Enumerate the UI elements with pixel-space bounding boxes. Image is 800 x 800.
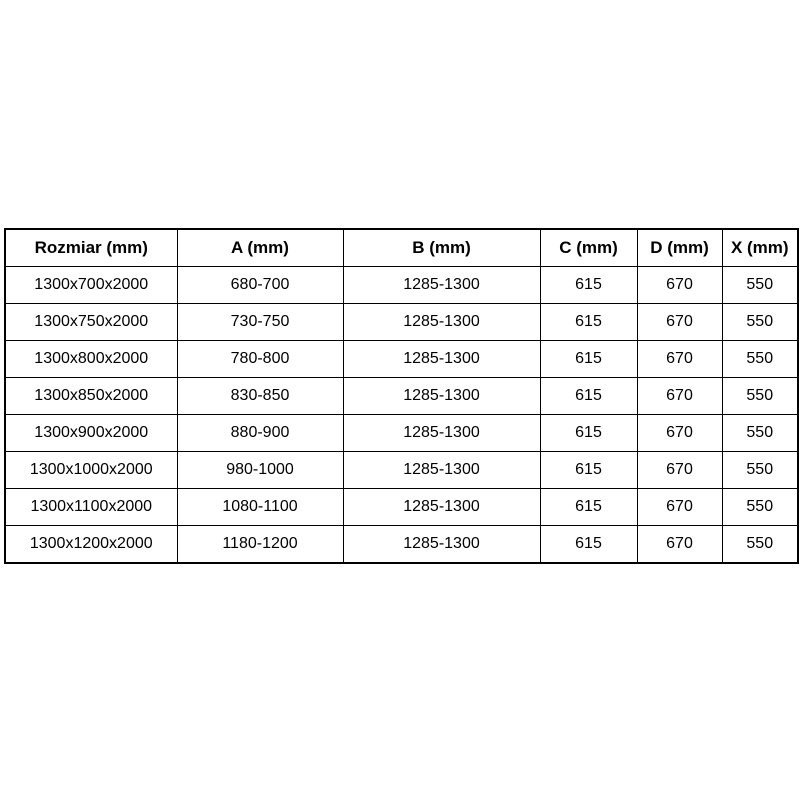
- table-cell: 1285-1300: [342, 340, 541, 378]
- table-cell: 780-800: [176, 340, 344, 378]
- table-row: 1300x700x2000 680-700 1285-1300 615 670 550: [4, 266, 799, 304]
- table-cell: 1300x750x2000: [4, 303, 178, 341]
- table-cell: 615: [539, 488, 638, 526]
- column-header: B (mm): [342, 228, 541, 267]
- table-cell: 615: [539, 266, 638, 304]
- table-cell: 670: [636, 303, 723, 341]
- table-cell: 670: [636, 414, 723, 452]
- table-cell: 1300x700x2000: [4, 266, 178, 304]
- table-row: 1300x900x2000 880-900 1285-1300 615 670 550: [4, 414, 799, 452]
- size-spec-table: Rozmiar (mm) A (mm) B (mm) C (mm) D (mm) X (m…: [4, 228, 799, 564]
- table-cell: 1300x800x2000: [4, 340, 178, 378]
- table-cell: 670: [636, 451, 723, 489]
- table-row: 1300x1100x2000 1080-1100 1285-1300 615 670 55…: [4, 488, 799, 526]
- table-cell: 1285-1300: [342, 525, 541, 564]
- table-cell: 670: [636, 340, 723, 378]
- table-cell: 550: [721, 451, 799, 489]
- table-cell: 550: [721, 340, 799, 378]
- table-row: 1300x800x2000 780-800 1285-1300 615 670 550: [4, 340, 799, 378]
- table-cell: 1300x900x2000: [4, 414, 178, 452]
- table-cell: 615: [539, 451, 638, 489]
- table-cell: 550: [721, 266, 799, 304]
- table-cell: 980-1000: [176, 451, 344, 489]
- table-cell: 550: [721, 377, 799, 415]
- column-header: Rozmiar (mm): [4, 228, 178, 267]
- table-row: 1300x1200x2000 1180-1200 1285-1300 615 670 55…: [4, 525, 799, 564]
- table-cell: 880-900: [176, 414, 344, 452]
- table-container: Rozmiar (mm) A (mm) B (mm) C (mm) D (mm) X (m…: [4, 228, 799, 564]
- table-cell: 615: [539, 525, 638, 564]
- table-body: 1300x700x2000 680-700 1285-1300 615 670 550 13…: [4, 266, 799, 564]
- column-header: X (mm): [721, 228, 799, 267]
- table-cell: 1080-1100: [176, 488, 344, 526]
- table-cell: 550: [721, 303, 799, 341]
- table-cell: 1300x850x2000: [4, 377, 178, 415]
- table-row: 1300x750x2000 730-750 1285-1300 615 670 550: [4, 303, 799, 341]
- table-cell: 670: [636, 266, 723, 304]
- table-cell: 615: [539, 340, 638, 378]
- table-cell: 1285-1300: [342, 414, 541, 452]
- table-cell: 1285-1300: [342, 488, 541, 526]
- table-cell: 830-850: [176, 377, 344, 415]
- table-cell: 1180-1200: [176, 525, 344, 564]
- table-cell: 550: [721, 488, 799, 526]
- column-header: A (mm): [176, 228, 344, 267]
- table-header-row: Rozmiar (mm) A (mm) B (mm) C (mm) D (mm) X (m…: [4, 228, 799, 267]
- column-header: D (mm): [636, 228, 723, 267]
- table-cell: 1285-1300: [342, 266, 541, 304]
- table-cell: 550: [721, 414, 799, 452]
- table-cell: 550: [721, 525, 799, 564]
- table-cell: 680-700: [176, 266, 344, 304]
- table-cell: 1300x1000x2000: [4, 451, 178, 489]
- table-row: 1300x1000x2000 980-1000 1285-1300 615 670 550: [4, 451, 799, 489]
- table-cell: 615: [539, 377, 638, 415]
- table-cell: 615: [539, 414, 638, 452]
- table-cell: 670: [636, 377, 723, 415]
- table-row: 1300x850x2000 830-850 1285-1300 615 670 550: [4, 377, 799, 415]
- table-cell: 1285-1300: [342, 377, 541, 415]
- table-cell: 670: [636, 525, 723, 564]
- table-cell: 1285-1300: [342, 303, 541, 341]
- table-cell: 1300x1100x2000: [4, 488, 178, 526]
- table-cell: 730-750: [176, 303, 344, 341]
- table-cell: 670: [636, 488, 723, 526]
- column-header: C (mm): [539, 228, 638, 267]
- table-cell: 1285-1300: [342, 451, 541, 489]
- table-cell: 1300x1200x2000: [4, 525, 178, 564]
- table-cell: 615: [539, 303, 638, 341]
